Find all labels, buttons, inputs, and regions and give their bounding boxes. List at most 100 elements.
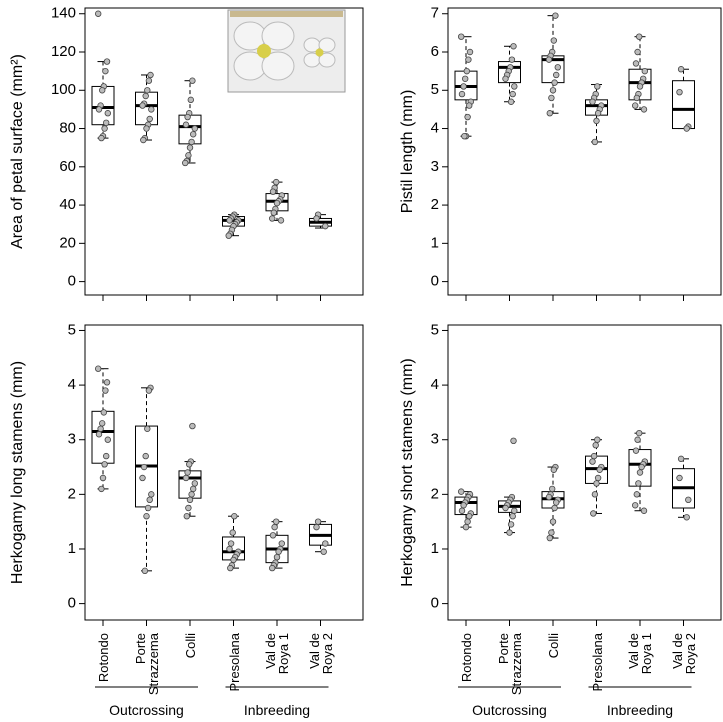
data-point xyxy=(463,67,470,75)
y-axis-label: Area of petal surface (mm²) xyxy=(9,54,26,249)
data-point xyxy=(313,215,320,222)
data-point xyxy=(148,106,155,113)
data-point xyxy=(640,106,648,113)
group-label: Outcrossing xyxy=(109,702,184,718)
data-point xyxy=(141,567,149,575)
data-point xyxy=(226,217,233,224)
data-point xyxy=(102,387,109,394)
y-tick-label: 3 xyxy=(431,431,439,448)
data-point xyxy=(511,507,518,514)
data-point xyxy=(548,94,555,102)
data-point xyxy=(466,102,473,109)
inset-photo xyxy=(227,9,346,93)
data-point xyxy=(641,67,648,75)
data-point xyxy=(189,422,196,430)
data-point xyxy=(633,491,640,498)
data-point xyxy=(313,523,320,531)
data-point xyxy=(677,455,685,463)
data-point xyxy=(633,94,640,102)
group-label: Inbreeding xyxy=(243,702,311,718)
data-point xyxy=(462,523,470,531)
data-point xyxy=(460,83,467,90)
data-point xyxy=(269,532,277,539)
data-point xyxy=(458,90,466,98)
data-point xyxy=(546,110,553,117)
data-point xyxy=(186,496,194,504)
data-point xyxy=(191,480,198,487)
data-point xyxy=(506,529,513,536)
data-point xyxy=(511,83,518,90)
data-point xyxy=(227,564,234,572)
data-point xyxy=(594,110,602,117)
data-point xyxy=(636,469,644,476)
data-point xyxy=(632,447,640,454)
data-point xyxy=(507,521,515,528)
data-point xyxy=(191,125,198,132)
data-point xyxy=(462,75,469,82)
data-point xyxy=(148,491,155,498)
data-point xyxy=(186,144,194,151)
data-point xyxy=(189,131,197,138)
y-tick-label: 2 xyxy=(68,485,76,502)
data-point xyxy=(466,48,474,56)
data-point xyxy=(545,56,553,63)
data-point xyxy=(554,64,561,71)
data-point xyxy=(185,461,193,468)
data-point xyxy=(676,474,683,482)
y-tick-label: 5 xyxy=(431,321,439,338)
y-tick-label: 1 xyxy=(431,234,439,251)
y-tick-label: 3 xyxy=(431,158,439,175)
data-point xyxy=(509,513,516,520)
group-label: Inbreeding xyxy=(606,702,674,718)
data-point xyxy=(142,92,149,100)
data-point xyxy=(592,441,599,449)
data-point xyxy=(182,474,190,482)
data-point xyxy=(461,132,468,140)
y-axis-label: Pistil length (mm) xyxy=(399,90,416,214)
data-point xyxy=(189,485,197,493)
data-point xyxy=(143,125,150,132)
data-point xyxy=(546,534,553,542)
y-tick-label: 2 xyxy=(431,196,439,213)
data-point xyxy=(140,463,148,471)
data-point xyxy=(507,98,515,105)
data-point xyxy=(188,491,195,498)
data-point xyxy=(145,387,153,394)
data-point xyxy=(676,88,683,96)
y-tick-label: 0 xyxy=(431,595,439,612)
y-tick-label: 4 xyxy=(431,120,439,137)
data-point xyxy=(95,106,103,113)
plot-frame xyxy=(84,7,364,296)
data-point xyxy=(460,502,467,509)
data-point xyxy=(187,96,194,104)
y-tick-label: 40 xyxy=(59,196,76,213)
data-point xyxy=(683,514,690,521)
data-point xyxy=(275,548,282,555)
data-point xyxy=(273,518,280,525)
data-point xyxy=(103,379,111,386)
data-point xyxy=(269,564,276,572)
data-point xyxy=(182,121,190,128)
data-point xyxy=(634,48,641,56)
data-point xyxy=(465,56,472,63)
data-point xyxy=(184,469,191,476)
data-point xyxy=(464,518,471,525)
data-point xyxy=(320,548,327,555)
data-point xyxy=(683,125,690,132)
data-point xyxy=(589,458,596,465)
data-point xyxy=(635,480,642,487)
data-point xyxy=(101,125,108,132)
data-point xyxy=(185,152,192,159)
data-point xyxy=(594,436,601,443)
data-point xyxy=(144,425,151,432)
y-tick-label: 5 xyxy=(431,81,439,98)
y-tick-label: 1 xyxy=(431,540,439,557)
data-point xyxy=(98,87,106,94)
data-point xyxy=(549,518,557,525)
data-point xyxy=(593,117,600,125)
data-point xyxy=(322,540,329,547)
data-point xyxy=(510,43,517,50)
data-point xyxy=(227,540,235,547)
data-point xyxy=(502,75,509,82)
data-point xyxy=(591,138,599,146)
